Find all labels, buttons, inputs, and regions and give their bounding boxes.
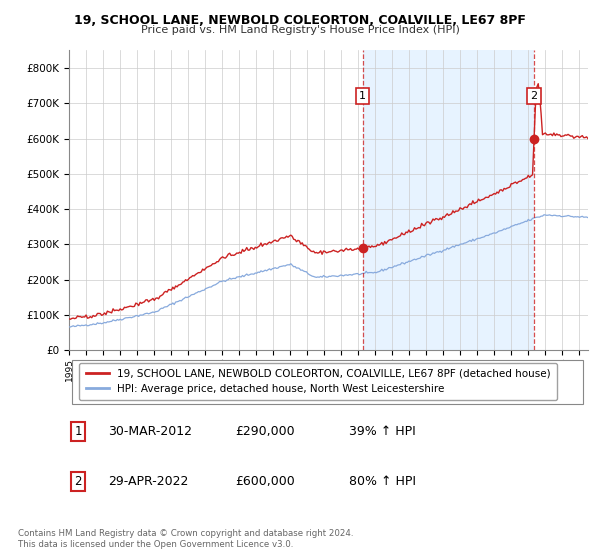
Text: 39% ↑ HPI: 39% ↑ HPI <box>349 425 416 438</box>
Text: £600,000: £600,000 <box>235 475 295 488</box>
Text: Price paid vs. HM Land Registry's House Price Index (HPI): Price paid vs. HM Land Registry's House … <box>140 25 460 35</box>
Bar <box>362 50 534 350</box>
Text: 30-MAR-2012: 30-MAR-2012 <box>108 425 192 438</box>
Text: 1: 1 <box>74 425 82 438</box>
Text: Contains HM Land Registry data © Crown copyright and database right 2024.
This d: Contains HM Land Registry data © Crown c… <box>18 529 353 549</box>
Text: £290,000: £290,000 <box>235 425 295 438</box>
Text: 80% ↑ HPI: 80% ↑ HPI <box>349 475 416 488</box>
Text: 1: 1 <box>359 91 366 101</box>
Text: 19, SCHOOL LANE, NEWBOLD COLEORTON, COALVILLE, LE67 8PF: 19, SCHOOL LANE, NEWBOLD COLEORTON, COAL… <box>74 14 526 27</box>
Text: 2: 2 <box>74 475 82 488</box>
FancyBboxPatch shape <box>71 360 583 404</box>
Text: 29-APR-2022: 29-APR-2022 <box>108 475 188 488</box>
Text: 2: 2 <box>530 91 538 101</box>
Legend: 19, SCHOOL LANE, NEWBOLD COLEORTON, COALVILLE, LE67 8PF (detached house), HPI: A: 19, SCHOOL LANE, NEWBOLD COLEORTON, COAL… <box>79 362 557 400</box>
